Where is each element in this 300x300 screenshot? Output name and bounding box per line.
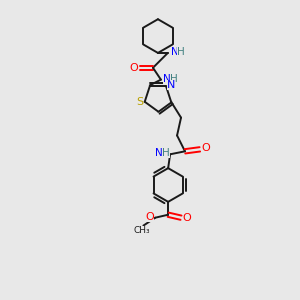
Text: N: N (163, 74, 171, 84)
Text: H: H (177, 47, 184, 57)
Text: S: S (136, 97, 143, 107)
Text: O: O (130, 63, 139, 73)
Text: N: N (167, 80, 175, 90)
Text: O: O (145, 212, 154, 222)
Text: CH₃: CH₃ (133, 226, 150, 235)
Text: H: H (170, 74, 178, 84)
Text: O: O (201, 143, 210, 153)
Text: N: N (171, 47, 178, 57)
Text: H: H (162, 148, 170, 158)
Text: N: N (155, 148, 163, 158)
Text: O: O (183, 213, 191, 223)
